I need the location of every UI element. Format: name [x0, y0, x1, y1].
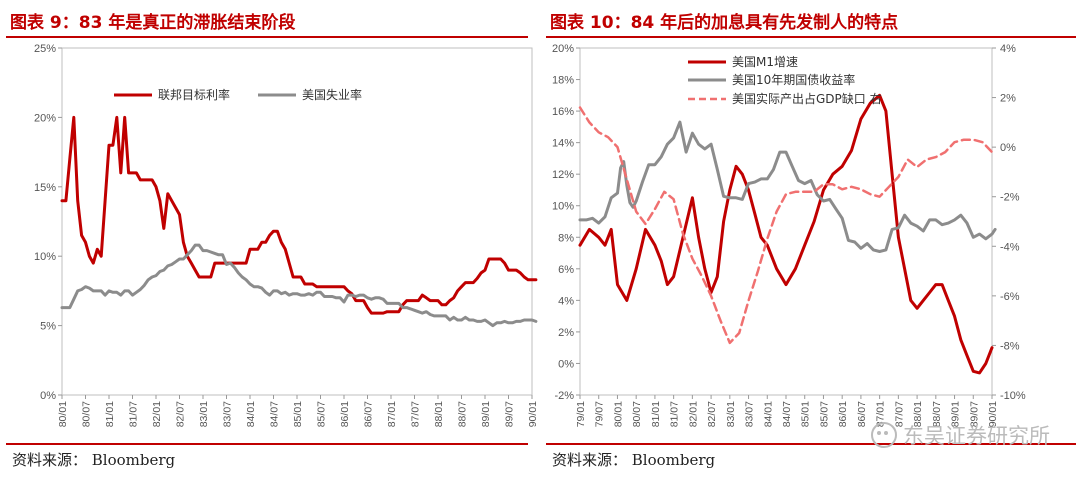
y-tick-label: 20%: [552, 43, 574, 55]
x-tick-label: 86/07: [856, 401, 868, 427]
x-tick-label: 84/01: [245, 401, 257, 427]
y-tick-label: 0%: [558, 358, 574, 370]
x-tick-label: 85/01: [292, 401, 304, 427]
y2-tick-label: 2%: [1000, 93, 1016, 105]
legend-label: 美国实际产出占GDP缺口 右: [732, 91, 882, 106]
x-tick-label: 80/01: [612, 401, 624, 427]
x-tick-label: 82/01: [687, 401, 699, 427]
x-tick-label: 85/07: [818, 401, 830, 427]
x-tick-label: 89/01: [950, 401, 962, 427]
right-chart-source: 资料来源： Bloomberg: [552, 451, 716, 469]
plot-frame: [61, 47, 533, 396]
y-tick-label: -2%: [554, 390, 574, 402]
x-tick-label: 83/01: [198, 401, 210, 427]
x-tick-label: 89/01: [480, 401, 492, 427]
x-tick-label: 82/07: [175, 401, 187, 427]
y-tick-label: 16%: [552, 106, 574, 118]
watermark-text: 东吴证券研究所: [903, 424, 1050, 448]
y-tick-label: 0%: [40, 390, 56, 402]
y-tick-label: 18%: [552, 75, 574, 87]
series-line-2: [60, 243, 538, 328]
x-tick-label: 81/07: [128, 401, 140, 427]
right-chart-svg: -2% 0% 2% 4% 6% 8% 10% 12% 14% 16% 18% 20% -10% -8% -6…: [552, 43, 1026, 427]
legend-label: 美国失业率: [302, 87, 362, 102]
left-chart-svg: 0% 5% 10% 15% 20% 25% 80/01 80/07 81/01 81/07 82/0…: [34, 43, 539, 427]
left-source-rule: [6, 443, 528, 445]
x-tick-label: 85/01: [800, 401, 812, 427]
right-source-rule: [546, 443, 1076, 445]
legend-label: 联邦目标利率: [158, 87, 230, 102]
x-tick-label: 88/07: [457, 401, 469, 427]
y-tick-label: 10%: [34, 251, 56, 263]
y-tick-label: 2%: [558, 327, 574, 339]
left-chart-panel: 图表 9：83 年是真正的滞胀结束阶段 0% 5% 10% 15% 20% 25% 80/0…: [0, 0, 539, 488]
y-tick-label: 6%: [558, 264, 574, 276]
watermark: 东吴证券研究所: [871, 420, 1050, 450]
x-tick-label: 85/07: [316, 401, 328, 427]
legend-label: 美国M1增速: [732, 55, 798, 69]
y-tick-label: 8%: [558, 232, 574, 244]
y2-tick-label: -10%: [1000, 390, 1026, 402]
x-tick-label: 87/01: [386, 401, 398, 427]
left-chart-source: 资料来源： Bloomberg: [12, 451, 176, 469]
y2-tick-label: -2%: [1000, 192, 1020, 204]
x-tick-label: 79/07: [594, 401, 606, 427]
x-tick-label: 80/01: [57, 401, 69, 427]
series-line-1: [60, 115, 538, 315]
y-tick-label: 10%: [552, 201, 574, 213]
x-tick-label: 89/07: [504, 401, 516, 427]
y-tick-label: 4%: [558, 295, 574, 307]
x-tick-label: 84/07: [269, 401, 281, 427]
x-tick-label: 87/07: [893, 401, 905, 427]
right-chart-title: 图表 10：84 年后的加息具有先发制人的特点: [550, 13, 899, 33]
y-tick-label: 5%: [40, 321, 56, 333]
x-tick-label: 86/01: [837, 401, 849, 427]
x-tick-label: 81/07: [669, 401, 681, 427]
series-line-2: [578, 120, 997, 253]
x-tick-label: 87/07: [410, 401, 422, 427]
y2-tick-label: -6%: [1000, 291, 1020, 303]
y-tick-label: 12%: [552, 169, 574, 181]
x-tick-label: 80/07: [631, 401, 643, 427]
x-tick-label: 81/01: [104, 401, 116, 427]
y2-tick-label: 0%: [1000, 142, 1016, 154]
x-tick-label: 88/01: [433, 401, 445, 427]
right-chart-panel: 图表 10：84 年后的加息具有先发制人的特点 -2% 0% 2% 4% 6% 8% 10%…: [540, 0, 1080, 488]
x-tick-label: 86/01: [339, 401, 351, 427]
series-line-1: [578, 93, 994, 375]
x-tick-label: 80/07: [81, 401, 93, 427]
x-tick-label: 83/01: [725, 401, 737, 427]
x-tick-label: 79/01: [575, 401, 587, 427]
x-tick-label: 87/01: [875, 401, 887, 427]
y2-tick-label: -8%: [1000, 340, 1020, 352]
y-tick-label: 20%: [34, 112, 56, 124]
y-tick-label: 15%: [34, 182, 56, 194]
left-chart-title: 图表 9：83 年是真正的滞胀结束阶段: [10, 13, 296, 33]
left-title-rule: [6, 36, 528, 38]
series-line-3: [578, 106, 994, 345]
x-tick-label: 84/01: [762, 401, 774, 427]
y-tick-label: 14%: [552, 138, 574, 150]
x-tick-label: 88/01: [912, 401, 924, 427]
y2-tick-label: 4%: [1000, 43, 1016, 55]
y2-tick-label: -4%: [1000, 241, 1020, 253]
x-tick-label: 89/07: [968, 401, 980, 427]
x-tick-label: 83/07: [222, 401, 234, 427]
x-tick-label: 83/07: [744, 401, 756, 427]
legend-label: 美国10年期国债收益率: [732, 72, 855, 87]
x-tick-label: 90/01: [987, 401, 999, 427]
right-title-rule: [546, 36, 1076, 38]
y-tick-label: 25%: [34, 43, 56, 55]
x-tick-label: 88/07: [931, 401, 943, 427]
x-tick-label: 90/01: [527, 401, 539, 427]
wechat-icon: [871, 422, 897, 448]
x-tick-label: 82/07: [706, 401, 718, 427]
x-tick-label: 82/01: [151, 401, 163, 427]
x-tick-label: 81/01: [650, 401, 662, 427]
x-tick-label: 84/07: [781, 401, 793, 427]
x-tick-label: 86/07: [363, 401, 375, 427]
